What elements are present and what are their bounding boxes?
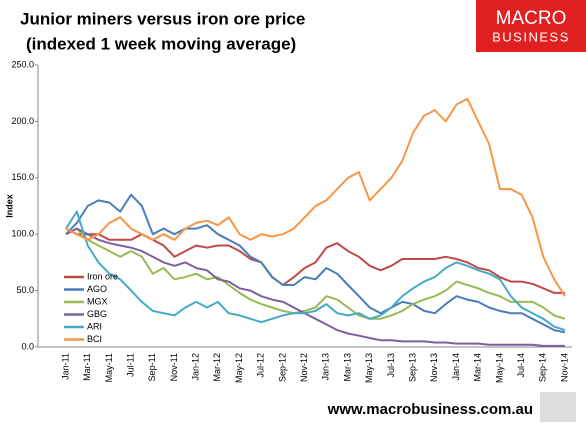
y-tick-label: 0.0	[21, 341, 34, 351]
x-tick-label: Sep-12	[277, 353, 287, 382]
x-tick-label: May-13	[364, 353, 374, 383]
x-tick-label: Jul-12	[256, 353, 266, 378]
y-tick-label: 100.0	[11, 229, 34, 239]
legend-label: MGX	[87, 296, 108, 306]
x-tick-label: Jan-14	[451, 353, 461, 381]
series-line	[65, 97, 566, 297]
x-tick-label: Mar-11	[82, 353, 92, 381]
x-tick-label: Jan-12	[191, 353, 201, 381]
series-line	[65, 210, 566, 332]
x-tick-label: Jul-11	[125, 353, 135, 377]
wolf-icon	[540, 392, 576, 422]
legend-label: GBG	[87, 309, 107, 319]
x-tick-label: Jan-13	[321, 353, 331, 381]
x-tick-label: Sep-13	[408, 353, 418, 382]
legend-label: ARI	[87, 321, 102, 331]
legend-label: AGO	[87, 284, 107, 294]
x-tick-label: May-11	[104, 353, 114, 382]
y-tick-label: 250.0	[11, 59, 34, 69]
chart-title: Junior miners versus iron ore price	[20, 9, 305, 28]
y-tick-label: 150.0	[11, 172, 34, 182]
series-line	[65, 227, 565, 347]
x-tick-label: Sep-14	[538, 353, 548, 382]
y-tick-label: 200.0	[11, 116, 34, 126]
y-axis-label: Index	[4, 194, 14, 218]
x-tick-label: Jul-14	[516, 353, 526, 378]
logo-text: MACRO	[496, 8, 567, 29]
logo-box	[476, 0, 586, 52]
x-tick-label: May-14	[494, 353, 504, 383]
x-tick-label: Nov-11	[169, 353, 179, 381]
x-tick-label: Sep-11	[147, 353, 157, 381]
series-line	[65, 227, 565, 294]
x-tick-label: Nov-14	[559, 353, 569, 382]
x-tick-label: Jul-13	[386, 353, 396, 378]
x-tick-label: Jan-11	[60, 353, 70, 380]
legend-label: BCI	[87, 334, 102, 344]
legend-label: Iron ore	[87, 271, 118, 281]
x-tick-label: May-12	[234, 353, 244, 383]
website: www.macrobusiness.com.au	[327, 401, 533, 418]
y-tick-label: 50.0	[16, 285, 34, 295]
logo-text: BUSINESS	[492, 29, 570, 44]
x-tick-label: Mar-12	[212, 353, 222, 382]
series-line	[65, 193, 566, 334]
x-tick-label: Nov-12	[299, 353, 309, 382]
x-tick-label: Mar-14	[473, 353, 483, 382]
x-tick-label: Nov-13	[429, 353, 439, 382]
chart-subtitle: (indexed 1 week moving average)	[26, 34, 296, 53]
series-line	[65, 227, 566, 320]
x-tick-label: Mar-13	[342, 353, 352, 382]
